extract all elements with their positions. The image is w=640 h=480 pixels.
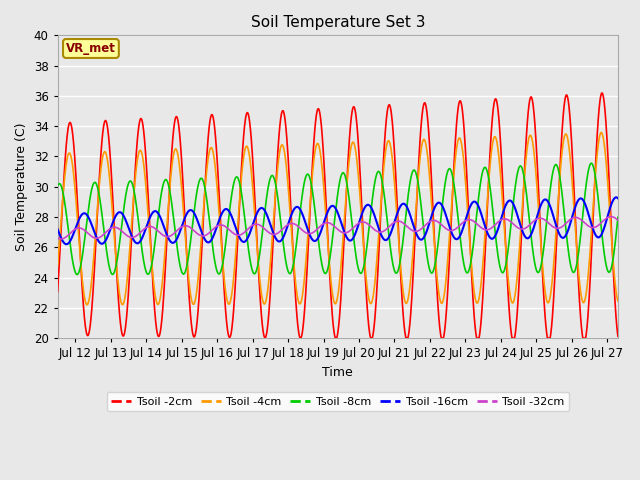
Tsoil -4cm [312,146,319,152]
Line: Tsoil -2cm: Tsoil -2cm [58,93,618,338]
Tsoil -16cm [598,231,606,237]
Tsoil -32cm [598,219,605,225]
Tsoil -2cm [598,90,606,96]
Tsoil -4cm [598,130,605,135]
Tsoil -4cm [54,263,61,268]
Tsoil -2cm [54,288,61,294]
Line: Tsoil -4cm: Tsoil -4cm [58,132,618,305]
Tsoil -8cm [312,212,319,218]
Tsoil -2cm [598,90,605,96]
Line: Tsoil -16cm: Tsoil -16cm [58,197,618,244]
Tsoil -8cm [588,160,595,166]
Y-axis label: Soil Temperature (C): Soil Temperature (C) [15,122,28,251]
Tsoil -4cm [495,156,503,161]
Tsoil -16cm [326,204,334,210]
Tsoil -8cm [83,222,90,228]
Tsoil -4cm [598,130,606,136]
Tsoil -32cm [598,219,606,225]
Tsoil -2cm [598,90,606,96]
Title: Soil Temperature Set 3: Soil Temperature Set 3 [250,15,425,30]
Tsoil -32cm [57,236,65,242]
Tsoil -8cm [614,215,621,220]
Tsoil -32cm [607,214,615,219]
Tsoil -4cm [83,301,90,307]
Tsoil -32cm [326,220,334,226]
Tsoil -8cm [598,234,606,240]
Tsoil -8cm [598,231,606,237]
Line: Tsoil -8cm: Tsoil -8cm [58,163,618,275]
Tsoil -16cm [612,194,620,200]
Tsoil -8cm [326,252,334,258]
Tsoil -16cm [63,241,70,247]
X-axis label: Time: Time [323,366,353,379]
Tsoil -4cm [614,298,621,304]
Tsoil -4cm [598,131,606,137]
Tsoil -2cm [495,119,503,124]
Tsoil -2cm [614,334,621,339]
Tsoil -16cm [614,195,621,201]
Tsoil -16cm [54,226,61,232]
Text: VR_met: VR_met [66,42,116,55]
Tsoil -2cm [312,120,319,125]
Tsoil -4cm [326,272,334,278]
Tsoil -32cm [83,229,90,235]
Tsoil -4cm [83,302,91,308]
Tsoil -16cm [495,223,503,228]
Tsoil -32cm [312,228,319,234]
Tsoil -2cm [326,283,334,288]
Tsoil -16cm [598,231,605,237]
Tsoil -8cm [54,183,61,189]
Legend: Tsoil -2cm, Tsoil -4cm, Tsoil -8cm, Tsoil -16cm, Tsoil -32cm: Tsoil -2cm, Tsoil -4cm, Tsoil -8cm, Tsoi… [107,392,569,411]
Tsoil -32cm [614,217,621,223]
Tsoil -2cm [83,329,90,335]
Tsoil -2cm [296,336,304,341]
Line: Tsoil -32cm: Tsoil -32cm [58,216,618,239]
Tsoil -8cm [74,272,81,277]
Tsoil -8cm [495,260,503,265]
Tsoil -16cm [312,238,319,244]
Tsoil -32cm [495,218,503,224]
Tsoil -16cm [83,212,90,217]
Tsoil -32cm [54,235,61,241]
